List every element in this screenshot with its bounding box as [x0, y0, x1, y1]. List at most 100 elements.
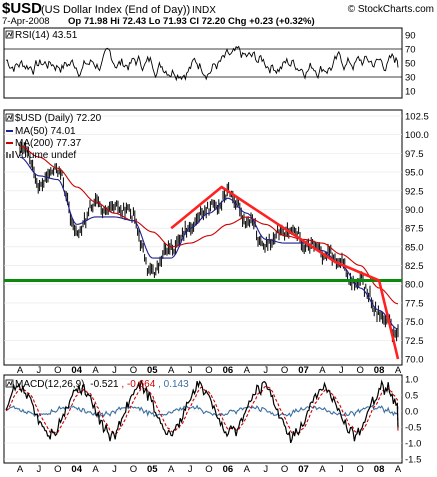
x-tick-label: J [112, 365, 117, 376]
x-tick-label: O [54, 464, 61, 475]
x-tick-label: O [357, 464, 364, 475]
x-tick-label: A [168, 365, 175, 376]
ma200-line [19, 145, 399, 305]
rsi-tick-label: 50 [405, 59, 416, 70]
x-tick-label: J [263, 464, 268, 475]
price-tick-label: 90.0 [405, 205, 424, 216]
price-tick-label: 82.5 [405, 261, 424, 272]
x-tick-label: O [281, 365, 288, 376]
rsi-line [5, 45, 399, 82]
price-panel-frame [3, 109, 403, 366]
price-tick-label: 100.0 [405, 130, 429, 141]
macd-line [5, 379, 399, 444]
macd-tick-label: 0.0 [405, 407, 418, 418]
x-tick-label: A [17, 464, 24, 475]
ma50-legend: MA(50) 74.01 [15, 126, 76, 137]
x-tick-label: 04 [71, 365, 82, 376]
price-tick-label: 92.5 [405, 186, 424, 197]
x-tick-label: 07 [298, 365, 309, 376]
x-tick-label: O [357, 365, 364, 376]
x-tick-label: 06 [223, 464, 234, 475]
x-tick-label: O [281, 464, 288, 475]
price-bar-series [19, 141, 399, 342]
x-tick-label: J [188, 464, 193, 475]
price-tick-label: 87.5 [405, 224, 424, 235]
date-label: 7-Apr-2008 [2, 16, 50, 27]
x-tick-label: A [319, 365, 326, 376]
price-legend: $USD (Daily) 72.20 MA(50) 74.01 MA(200) … [5, 113, 102, 161]
exchange-label: INDX [192, 5, 216, 16]
price-ticks: 102.5 100.0 97.5 95.0 92.5 90.0 87.5 85.0 82.5 80… [405, 112, 429, 366]
macd-tick-label: 0.5 [405, 391, 418, 402]
rsi-grid [4, 48, 402, 78]
macd-tick-label: -1.0 [405, 439, 421, 450]
price-tick-label: 77.5 [405, 298, 424, 309]
volume-legend: Volume undef [15, 150, 76, 161]
x-tick-label: A [92, 464, 99, 475]
macd-histogram [5, 403, 399, 419]
x-tick-label: A [92, 365, 99, 376]
x-tick-label: A [319, 464, 326, 475]
macd-value: -0.521 [90, 379, 119, 390]
x-tick-label: 04 [71, 464, 82, 475]
macd-signal-value: , -0.664 [121, 379, 155, 390]
x-tick-label: A [244, 365, 251, 376]
macd-tick-label: -0.5 [405, 423, 421, 434]
x-tick-label: J [339, 464, 344, 475]
rsi-tick-label: 10 [405, 87, 416, 98]
trendline [170, 185, 400, 360]
price-x-labels: A J O 04 A J O 05 A J O 06 A J O 07 A J O 08 A [17, 365, 402, 376]
price-tick-label: 75.0 [405, 317, 424, 328]
x-tick-label: J [263, 365, 268, 376]
x-tick-label: 08 [374, 464, 385, 475]
x-tick-label: 06 [223, 365, 234, 376]
price-tick-label: 80.0 [405, 280, 424, 291]
macd-tick-label: 1.0 [405, 375, 418, 386]
x-tick-label: O [205, 365, 212, 376]
price-tick-label: 85.0 [405, 242, 424, 253]
price-bars [19, 141, 399, 342]
rsi-ticks: 90 70 50 30 10 [405, 31, 416, 98]
x-tick-label: 07 [298, 464, 309, 475]
x-tick-label: 05 [147, 365, 158, 376]
x-tick-label: J [112, 464, 117, 475]
x-tick-label: A [395, 464, 402, 475]
ma200-legend: MA(200) 77.37 [15, 138, 82, 149]
x-tick-label: A [395, 365, 402, 376]
x-tick-label: J [188, 365, 193, 376]
x-tick-label: O [130, 464, 137, 475]
svg-text:MACD(12,26,9) -0.521: MACD(12,26,9) -0.521 , -0.664 , 0.143 [15, 379, 189, 390]
symbol-title: $USD [2, 0, 42, 17]
rsi-tick-label: 30 [405, 73, 416, 84]
price-grid [4, 115, 402, 360]
macd-hist-value: , 0.143 [158, 379, 189, 390]
x-tick-label: O [54, 365, 61, 376]
price-tick-label: 95.0 [405, 168, 424, 179]
symbol-description: (US Dollar Index (End of Day)) [41, 4, 190, 16]
quote-label: Op 71.98 Hi 72.43 Lo 71.93 Cl 72.20 Chg … [68, 16, 315, 27]
x-tick-label: A [17, 365, 24, 376]
copyright-label: © StockCharts.com [348, 4, 434, 15]
x-tick-label: J [37, 464, 42, 475]
x-tick-label: O [205, 464, 212, 475]
price-tick-label: 102.5 [405, 112, 429, 123]
macd-label: MACD(12,26,9) [15, 379, 84, 390]
x-tick-label: A [168, 464, 175, 475]
price-tick-label: 97.5 [405, 149, 424, 160]
x-tick-label: J [339, 365, 344, 376]
x-tick-label: J [37, 365, 42, 376]
price-tick-label: 72.5 [405, 336, 424, 347]
x-tick-label: O [130, 365, 137, 376]
rsi-tick-label: 70 [405, 45, 416, 56]
x-tick-label: 08 [374, 365, 385, 376]
macd-x-labels: A J O 04 A J O 05 A J O 06 A J O 07 A J O 08 A [17, 464, 402, 475]
price-legend-title: $USD (Daily) 72.20 [15, 113, 102, 124]
macd-legend: MACD(12,26,9) -0.521 , -0.664 , 0.143 [5, 379, 189, 390]
x-tick-label: 05 [147, 464, 158, 475]
macd-ticks: 1.0 0.5 0.0 -0.5 -1.0 -1.5 [405, 375, 421, 466]
rsi-tick-label: 90 [405, 31, 416, 42]
rsi-label: RSI(14) 43.51 [15, 30, 78, 41]
macd-grid [4, 378, 402, 460]
x-tick-label: A [244, 464, 251, 475]
